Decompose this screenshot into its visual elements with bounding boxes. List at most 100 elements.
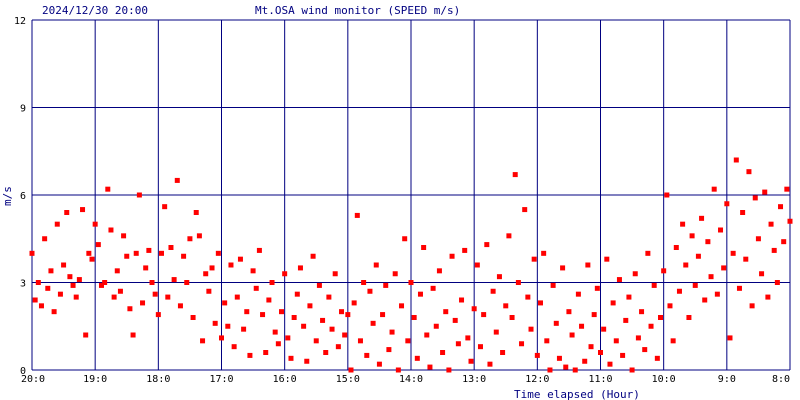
data-point — [436, 268, 442, 274]
data-point — [313, 338, 319, 344]
data-point — [787, 218, 793, 224]
data-point — [361, 280, 367, 285]
data-point — [272, 329, 278, 335]
data-point — [146, 247, 152, 253]
data-point — [752, 195, 758, 201]
data-point — [490, 288, 496, 294]
data-point — [721, 265, 727, 271]
data-point — [174, 177, 180, 183]
data-point — [708, 274, 714, 280]
data-point — [462, 247, 468, 253]
data-point — [692, 282, 698, 288]
data-point — [149, 280, 155, 285]
data-point — [616, 277, 622, 283]
data-point — [563, 364, 569, 370]
data-point — [503, 303, 509, 309]
data-point — [357, 338, 363, 344]
data-point — [266, 297, 272, 303]
data-point — [424, 332, 430, 338]
data-point — [367, 288, 373, 294]
data-point — [446, 367, 452, 373]
data-point — [654, 355, 660, 361]
data-point — [73, 294, 79, 300]
data-point — [651, 282, 657, 288]
data-point — [95, 242, 101, 248]
data-point — [54, 221, 60, 227]
data-point — [487, 361, 493, 367]
data-point — [102, 280, 108, 285]
data-point — [496, 274, 502, 280]
data-point — [680, 221, 686, 227]
data-point — [307, 303, 313, 309]
data-point — [114, 268, 120, 274]
data-point — [196, 233, 202, 239]
data-point — [673, 245, 679, 250]
data-point — [639, 309, 645, 315]
data-point — [506, 233, 512, 239]
data-point — [594, 285, 600, 291]
data-point — [288, 355, 294, 361]
data-point — [250, 268, 256, 274]
data-point — [48, 268, 54, 274]
data-point — [332, 271, 338, 277]
data-point — [187, 236, 193, 242]
data-point — [598, 350, 603, 355]
data-point — [591, 312, 597, 318]
data-point — [740, 210, 746, 215]
data-point — [449, 253, 455, 259]
data-point — [61, 262, 67, 268]
data-point — [80, 207, 86, 213]
data-point — [601, 326, 607, 332]
data-point — [310, 253, 316, 259]
y-axis-label: m/s — [1, 186, 14, 206]
data-point — [528, 326, 534, 332]
data-point — [765, 294, 771, 300]
data-point — [547, 367, 553, 373]
data-point — [714, 291, 720, 297]
data-point — [57, 291, 63, 297]
data-point — [768, 221, 774, 227]
data-point — [560, 265, 566, 271]
data-point — [408, 280, 414, 285]
data-point — [326, 294, 332, 300]
data-point — [727, 335, 733, 341]
data-point — [323, 350, 329, 355]
data-point — [736, 285, 742, 291]
data-point — [500, 350, 506, 355]
data-point — [348, 367, 354, 373]
data-point — [620, 352, 626, 358]
data-point — [417, 291, 423, 297]
x-tick-label: 14:0 — [399, 374, 423, 385]
y-tick-label: 12 — [14, 16, 26, 27]
data-point — [544, 338, 550, 344]
x-tick-label: 20:0 — [21, 374, 45, 385]
y-tick-label: 3 — [20, 279, 26, 290]
data-point — [493, 329, 499, 335]
data-point — [256, 247, 262, 253]
data-point — [585, 262, 591, 268]
data-point — [260, 312, 266, 318]
data-point — [342, 332, 348, 338]
data-point — [376, 361, 382, 367]
data-point — [130, 332, 136, 338]
data-point — [452, 317, 458, 323]
data-point — [234, 294, 240, 300]
data-point — [35, 280, 41, 285]
data-point — [241, 326, 247, 332]
data-point — [222, 300, 228, 306]
data-point — [70, 282, 76, 288]
data-point — [784, 186, 790, 192]
data-point — [541, 250, 547, 256]
data-point — [579, 323, 585, 329]
data-point — [42, 236, 48, 242]
data-point — [623, 317, 629, 323]
data-point — [92, 221, 98, 227]
data-point — [285, 335, 291, 341]
data-point — [702, 297, 708, 303]
data-point — [471, 306, 477, 312]
data-point — [459, 297, 465, 303]
data-point — [515, 280, 521, 285]
y-tick-label: 9 — [20, 104, 26, 115]
data-point — [629, 367, 635, 373]
data-point — [588, 344, 594, 350]
